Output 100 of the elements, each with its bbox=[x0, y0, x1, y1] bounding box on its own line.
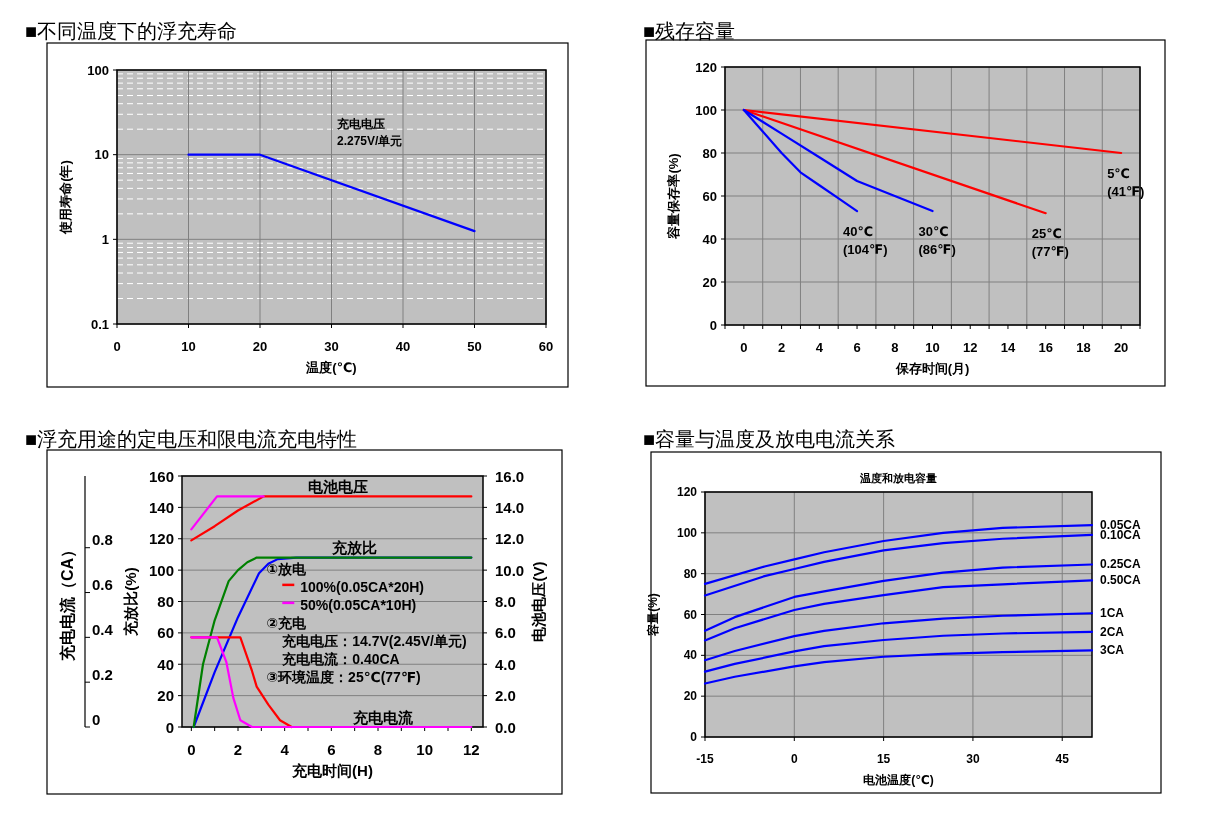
legend-title: ①放电 bbox=[266, 560, 308, 577]
series-label: 0.25CA bbox=[1100, 557, 1142, 572]
annotation: 充放比 bbox=[331, 539, 378, 557]
x-tick-label: 10 bbox=[181, 338, 196, 354]
series-label: 3CA bbox=[1100, 643, 1125, 658]
y-tick-label: 0 bbox=[165, 718, 174, 736]
chart-title: ■不同温度下的浮充寿命 bbox=[25, 20, 238, 42]
series-label: 0.50CA bbox=[1100, 573, 1142, 588]
x-tick-label: 4 bbox=[280, 740, 290, 758]
series-label: 30℃ (86℉) bbox=[918, 223, 956, 257]
y-tick-label: 1 bbox=[101, 231, 109, 247]
y-tick-label: 160 bbox=[148, 467, 174, 485]
x-tick-label: 4 bbox=[815, 339, 824, 355]
annotation: 充电电流 bbox=[351, 708, 414, 726]
y-tick-label: 40 bbox=[157, 655, 174, 673]
x-tick-label: 6 bbox=[327, 740, 336, 758]
x-tick-label: 18 bbox=[1076, 339, 1091, 355]
y2-tick-label: 6.0 bbox=[495, 624, 516, 642]
y-tick-label: 40 bbox=[702, 231, 717, 247]
annotation: ②充电 bbox=[266, 614, 308, 631]
y-tick-label: 20 bbox=[683, 689, 698, 704]
y2-tick-label: 2.0 bbox=[495, 687, 516, 705]
y-axis-title: 充放比(%) bbox=[121, 567, 139, 637]
x-tick-label: 0 bbox=[113, 338, 121, 354]
y3-axis-title: 充电电流（CA） bbox=[57, 541, 77, 663]
x-axis-title: 充电时间(H) bbox=[291, 761, 373, 779]
x-tick-label: 30 bbox=[324, 338, 339, 354]
series-label: 40℃ (104℉) bbox=[843, 223, 888, 257]
y2-axis-title: 电池电压(V) bbox=[529, 561, 547, 642]
y-axis-title: 容量(%) bbox=[646, 593, 660, 637]
y-tick-label: 20 bbox=[702, 274, 717, 290]
annotation: 电池电压 bbox=[308, 477, 369, 495]
series-label: 1CA bbox=[1100, 606, 1125, 621]
y-tick-label: 0.1 bbox=[90, 316, 109, 332]
x-axis-title: 电池温度(℃) bbox=[863, 773, 934, 787]
series-label: 2CA bbox=[1100, 624, 1125, 639]
y2-tick-label: 4.0 bbox=[495, 655, 516, 673]
y-tick-label: 100 bbox=[148, 561, 174, 579]
annotation: ③环境温度：25℃(77℉) bbox=[266, 668, 421, 685]
y-tick-label: 100 bbox=[676, 525, 698, 540]
y3-tick-label: 0.8 bbox=[92, 531, 113, 549]
x-tick-label: 20 bbox=[1113, 339, 1129, 355]
x-tick-label: 10 bbox=[925, 339, 940, 355]
y2-tick-label: 12.0 bbox=[495, 530, 525, 548]
y-tick-label: 120 bbox=[148, 530, 174, 548]
x-tick-label: 50 bbox=[467, 338, 482, 354]
y3-tick-label: 0.2 bbox=[92, 665, 113, 683]
x-tick-label: 16 bbox=[1038, 339, 1053, 355]
x-tick-label: 6 bbox=[853, 339, 861, 355]
x-tick-label: 14 bbox=[1000, 339, 1016, 355]
y-tick-label: 140 bbox=[148, 498, 174, 516]
x-tick-label: 2 bbox=[777, 339, 786, 355]
y-tick-label: 100 bbox=[87, 62, 109, 78]
y-tick-label: 80 bbox=[157, 593, 174, 610]
chart-subtitle: 温度和放电容量 bbox=[859, 472, 937, 484]
series-label: 25℃ (77℉) bbox=[1031, 225, 1069, 259]
y-tick-label: 20 bbox=[157, 687, 174, 705]
x-tick-label: 0 bbox=[740, 339, 748, 355]
y2-tick-label: 10.0 bbox=[495, 561, 525, 579]
annotation: 2.275V/单元 bbox=[337, 134, 403, 148]
x-tick-label: 0 bbox=[790, 752, 798, 766]
y2-tick-label: 14.0 bbox=[495, 498, 525, 516]
y-tick-label: 60 bbox=[702, 188, 717, 204]
y-tick-label: 0 bbox=[690, 730, 698, 744]
y3-tick-label: 0.6 bbox=[92, 576, 113, 594]
annotation: 充电电压 bbox=[336, 117, 385, 131]
x-axis-title: 保存时间(月) bbox=[894, 360, 970, 376]
x-tick-label: 30 bbox=[966, 752, 980, 766]
y-tick-label: 80 bbox=[683, 566, 698, 581]
y-tick-label: 100 bbox=[695, 102, 717, 118]
y-axis-title: 使用寿命(年) bbox=[57, 160, 73, 235]
legend-label: 50%(0.05CA*10H) bbox=[300, 596, 417, 613]
y-tick-label: 40 bbox=[683, 648, 698, 663]
x-tick-label: 15 bbox=[876, 752, 891, 766]
y2-tick-label: 0.0 bbox=[495, 718, 516, 736]
x-tick-label: 12 bbox=[962, 339, 978, 355]
annotation: 充电电流：0.40CA bbox=[281, 650, 400, 667]
x-tick-label: 40 bbox=[395, 338, 411, 354]
x-tick-label: 20 bbox=[252, 338, 268, 354]
y-tick-label: 80 bbox=[702, 145, 717, 161]
x-tick-label: 8 bbox=[373, 740, 383, 758]
x-tick-label: 12 bbox=[462, 740, 480, 758]
y2-tick-label: 8.0 bbox=[495, 593, 516, 610]
y-tick-label: 60 bbox=[683, 607, 698, 622]
x-tick-label: 2 bbox=[233, 740, 243, 758]
y2-tick-label: 16.0 bbox=[495, 467, 525, 485]
y-tick-label: 60 bbox=[157, 624, 174, 642]
chart-title: ■容量与温度及放电电流关系 bbox=[643, 428, 896, 450]
x-tick-label: 60 bbox=[538, 338, 554, 354]
x-tick-label: 8 bbox=[891, 339, 899, 355]
y-tick-label: 0 bbox=[709, 317, 717, 333]
x-tick-label: 45 bbox=[1055, 752, 1070, 766]
chart-title: ■残存容量 bbox=[643, 20, 736, 42]
y3-tick-label: 0.4 bbox=[92, 620, 114, 638]
legend-label: 100%(0.05CA*20H) bbox=[300, 578, 425, 595]
chart-title: ■浮充用途的定电压和限电流充电特性 bbox=[25, 428, 358, 450]
x-tick-label: 0 bbox=[187, 740, 196, 758]
x-axis-title: 温度(℃) bbox=[305, 359, 357, 375]
y-tick-label: 10 bbox=[94, 147, 109, 163]
x-tick-label: 10 bbox=[416, 740, 434, 758]
